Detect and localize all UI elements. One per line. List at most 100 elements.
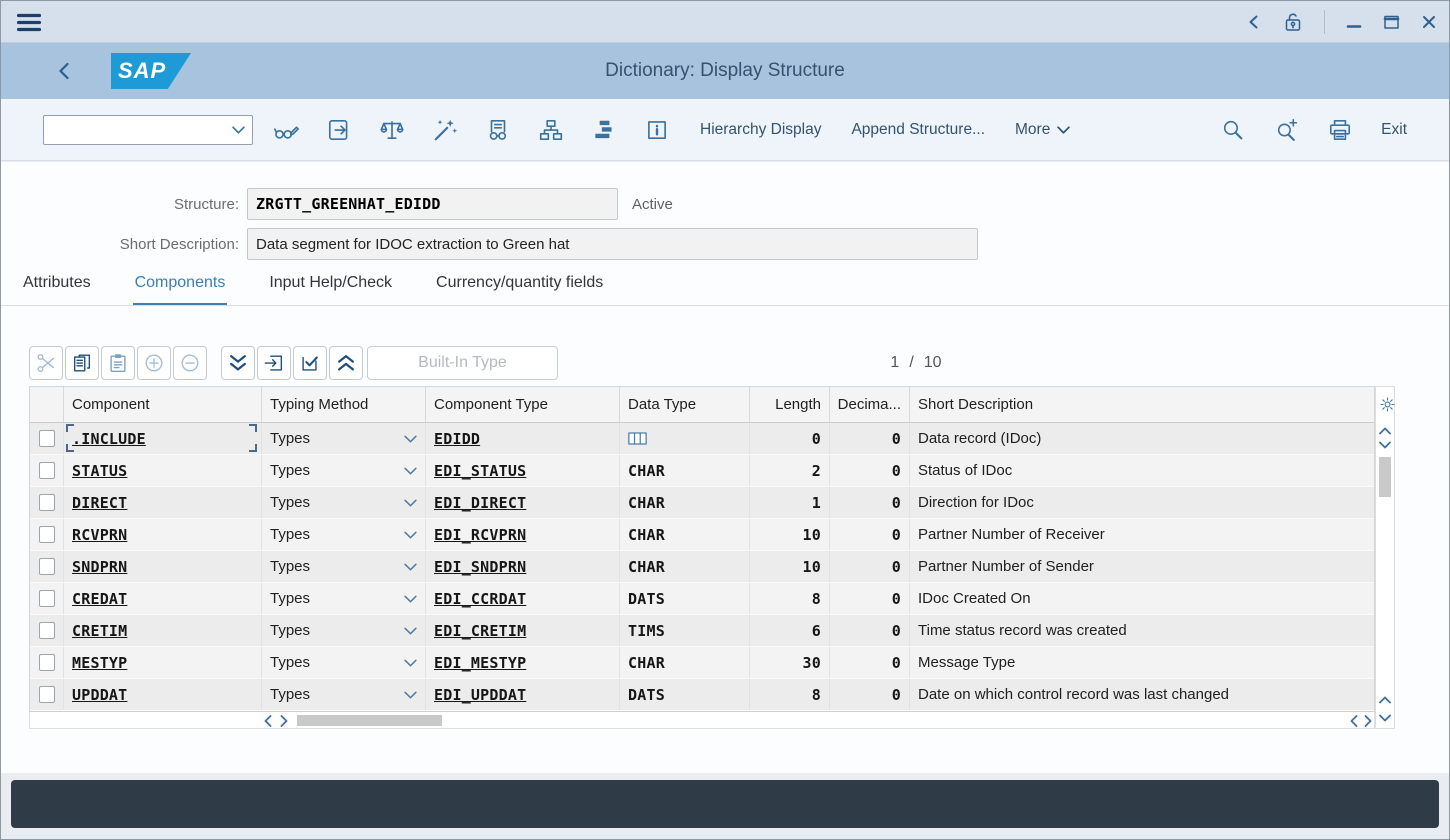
component-type-link[interactable]: EDI_CCRDAT <box>434 589 527 608</box>
print-icon[interactable] <box>1327 117 1353 143</box>
command-dropdown-icon[interactable] <box>232 125 245 134</box>
collapse-all-button[interactable] <box>329 346 363 380</box>
unlock-icon[interactable] <box>1283 11 1303 33</box>
row-checkbox[interactable] <box>39 494 55 511</box>
search-next-icon[interactable] <box>1273 117 1299 143</box>
object-list-icon[interactable] <box>485 117 511 143</box>
activate-icon[interactable] <box>432 117 458 143</box>
command-field[interactable] <box>43 114 253 145</box>
row-checkbox[interactable] <box>39 430 55 447</box>
scroll-up-end-icon[interactable] <box>1379 696 1391 704</box>
minimize-icon[interactable] <box>1346 14 1362 30</box>
settings-icon[interactable] <box>1379 396 1396 413</box>
consistency-check-icon[interactable] <box>379 117 405 143</box>
component-link[interactable]: CRETIM <box>72 621 128 640</box>
tab-input-help-check[interactable]: Input Help/Check <box>269 274 393 291</box>
back-icon[interactable] <box>55 61 74 81</box>
typing-method-cell[interactable]: Types <box>262 679 426 710</box>
documentation-icon[interactable] <box>644 117 670 143</box>
row-checkbox[interactable] <box>39 654 55 671</box>
scroll-right-icon[interactable] <box>280 715 288 727</box>
typing-method-cell[interactable]: Types <box>262 423 426 454</box>
typing-method-cell[interactable]: Types <box>262 615 426 646</box>
component-type-link[interactable]: EDI_CRETIM <box>434 621 527 640</box>
dropdown-icon[interactable] <box>404 659 417 667</box>
tab-attributes[interactable]: Attributes <box>23 274 91 291</box>
copy-button[interactable] <box>65 346 99 380</box>
search-icon[interactable] <box>1219 117 1245 143</box>
tab-components[interactable]: Components <box>132 274 228 306</box>
dropdown-icon[interactable] <box>404 435 417 443</box>
maximize-icon[interactable] <box>1383 14 1400 30</box>
component-link[interactable]: STATUS <box>72 461 128 480</box>
component-link[interactable]: MESTYP <box>72 653 128 672</box>
typing-method-cell[interactable]: Types <box>262 519 426 550</box>
row-checkbox[interactable] <box>39 590 55 607</box>
indexes-icon[interactable] <box>591 117 617 143</box>
component-type-link[interactable]: EDI_RCVPRN <box>434 525 527 544</box>
close-icon[interactable] <box>1421 14 1437 30</box>
dropdown-icon[interactable] <box>404 627 417 635</box>
scroll-right-end-icon[interactable] <box>1364 715 1372 727</box>
row-checkbox[interactable] <box>39 622 55 639</box>
scroll-left-end-icon[interactable] <box>1350 715 1358 727</box>
component-type-link[interactable]: EDI_STATUS <box>434 461 527 480</box>
component-type-link[interactable]: EDI_SNDPRN <box>434 557 527 576</box>
dropdown-icon[interactable] <box>404 595 417 603</box>
component-link[interactable]: .INCLUDE <box>72 429 146 448</box>
scroll-left-icon[interactable] <box>264 715 272 727</box>
scroll-down-icon[interactable] <box>1379 441 1391 449</box>
typing-method-cell[interactable]: Types <box>262 455 426 486</box>
hierarchy-icon[interactable] <box>538 117 564 143</box>
hierarchy-display-button[interactable]: Hierarchy Display <box>700 121 821 139</box>
structure-field[interactable]: ZRGTT_GREENHAT_EDIDD <box>247 188 618 220</box>
expand-all-button[interactable] <box>221 346 255 380</box>
tab-currency-quantity-fields[interactable]: Currency/quantity fields <box>436 274 604 291</box>
insert-row-button[interactable] <box>137 346 171 380</box>
dropdown-icon[interactable] <box>404 691 417 699</box>
menu-button[interactable] <box>11 7 47 37</box>
row-checkbox[interactable] <box>39 462 55 479</box>
delete-row-button[interactable] <box>173 346 207 380</box>
row-checkbox[interactable] <box>39 526 55 543</box>
window-back-icon[interactable] <box>1246 14 1262 30</box>
short-description-field[interactable]: Data segment for IDOC extraction to Gree… <box>247 228 978 260</box>
insert-include-button[interactable] <box>257 346 291 380</box>
horizontal-scrollbar[interactable] <box>29 711 1375 729</box>
append-structure-button[interactable]: Append Structure... <box>851 121 985 139</box>
select-block-button[interactable] <box>293 346 327 380</box>
builtin-type-button[interactable]: Built-In Type <box>367 346 558 380</box>
component-type-link[interactable]: EDI_UPDDAT <box>434 685 527 704</box>
row-checkbox[interactable] <box>39 686 55 703</box>
dropdown-icon[interactable] <box>404 467 417 475</box>
vertical-scrollbar[interactable] <box>1375 386 1395 729</box>
display-change-icon[interactable] <box>273 117 299 143</box>
scroll-down-end-icon[interactable] <box>1379 714 1391 722</box>
paste-button[interactable] <box>101 346 135 380</box>
component-link[interactable]: CREDAT <box>72 589 128 608</box>
typing-method-cell[interactable]: Types <box>262 487 426 518</box>
dropdown-icon[interactable] <box>404 531 417 539</box>
scroll-up-icon[interactable] <box>1379 427 1391 435</box>
typing-method-cell[interactable]: Types <box>262 551 426 582</box>
other-object-icon[interactable] <box>326 117 352 143</box>
more-button[interactable]: More <box>1015 121 1071 139</box>
component-type-link[interactable]: EDI_MESTYP <box>434 653 527 672</box>
select-block-icon <box>299 352 321 374</box>
exit-button[interactable]: Exit <box>1381 121 1407 139</box>
dropdown-icon[interactable] <box>404 563 417 571</box>
component-link[interactable]: RCVPRN <box>72 525 128 544</box>
typing-method-cell[interactable]: Types <box>262 647 426 678</box>
component-link[interactable]: DIRECT <box>72 493 128 512</box>
command-input[interactable] <box>50 116 228 143</box>
component-link[interactable]: UPDDAT <box>72 685 128 704</box>
dropdown-icon[interactable] <box>404 499 417 507</box>
typing-method-cell[interactable]: Types <box>262 583 426 614</box>
component-type-link[interactable]: EDI_DIRECT <box>434 493 527 512</box>
vertical-scroll-thumb[interactable] <box>1379 457 1391 497</box>
component-link[interactable]: SNDPRN <box>72 557 128 576</box>
cut-button[interactable] <box>29 346 63 380</box>
component-type-link[interactable]: EDIDD <box>434 429 481 448</box>
horizontal-scroll-thumb[interactable] <box>297 715 442 726</box>
row-checkbox[interactable] <box>39 558 55 575</box>
